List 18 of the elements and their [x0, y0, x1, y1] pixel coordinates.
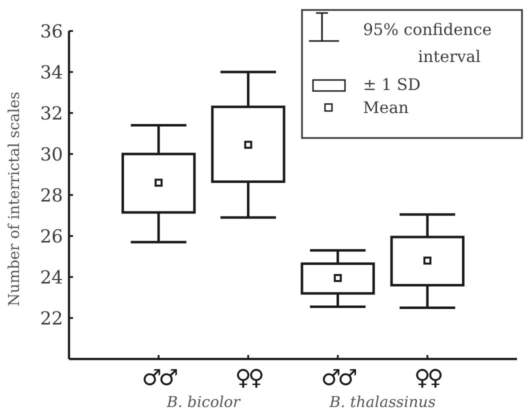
text: B. thalassinus [328, 393, 436, 411]
x-tick-label: ♀♀ [235, 366, 264, 391]
y-tick-label: 34 [40, 62, 63, 84]
y-tick-label: 26 [40, 226, 63, 248]
y-tick-label: 22 [40, 308, 63, 330]
x-tick-label: ♂♂ [321, 366, 357, 391]
y-axis-title: Number of interrictal scales [5, 92, 23, 306]
y-tick-label: 36 [40, 21, 63, 42]
x-tick-label: ♂♂ [142, 366, 178, 391]
annotation: ± 1 SD [363, 75, 421, 94]
y-tick-label: 24 [40, 267, 63, 288]
text: B. bicolor [166, 393, 241, 411]
y-tick-label: 30 [40, 144, 63, 166]
annotation: Mean [363, 98, 409, 117]
y-tick-label: 32 [40, 103, 63, 124]
annotation: 95% confidence interval [363, 20, 492, 66]
x-tick-label: ♀♀ [414, 366, 442, 391]
y-tick-label: 28 [40, 185, 63, 206]
